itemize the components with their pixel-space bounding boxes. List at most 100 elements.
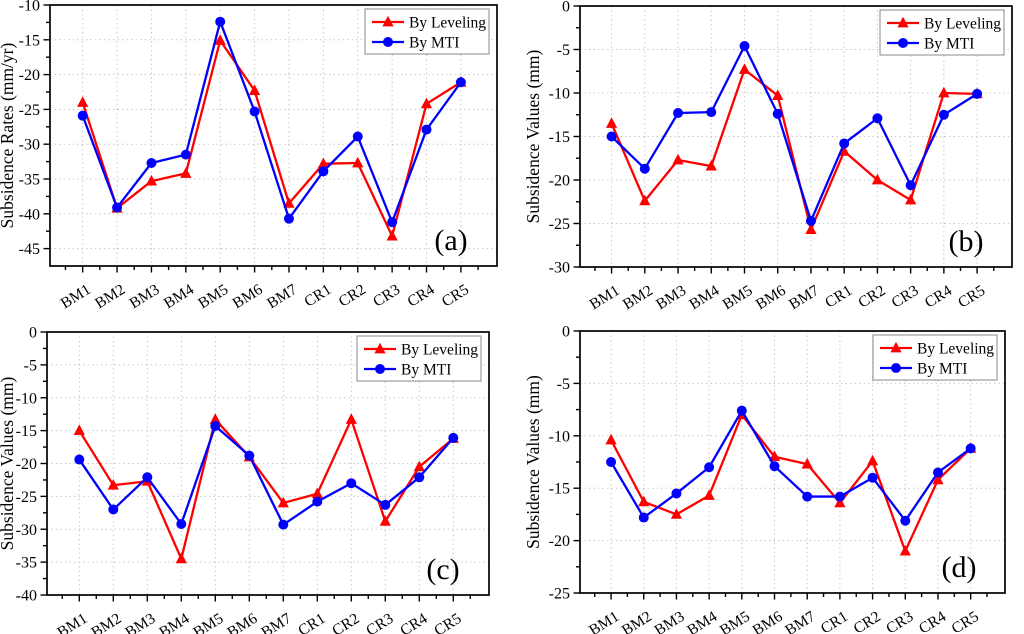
svg-text:BM5: BM5: [717, 608, 753, 634]
svg-text:-20: -20: [549, 173, 570, 190]
svg-text:-25: -25: [549, 586, 570, 603]
svg-text:BM6: BM6: [224, 610, 260, 634]
series-leveling: [77, 34, 467, 241]
svg-text:-20: -20: [549, 533, 570, 550]
svg-text:CR4: CR4: [922, 282, 955, 312]
svg-text:-10: -10: [549, 86, 570, 103]
svg-text:CR4: CR4: [405, 281, 438, 311]
svg-text:BM3: BM3: [653, 282, 689, 313]
panel-letter: (a): [434, 224, 467, 257]
series-mti: [606, 41, 983, 226]
chart-panel-c: 0 -5 -10 -15 -20 -25 -30 -35 -40 Subsidence Value…: [0, 317, 512, 634]
svg-text:By MTI: By MTI: [409, 35, 459, 52]
svg-text:-15: -15: [16, 423, 37, 440]
svg-text:-30: -30: [16, 522, 37, 539]
svg-text:-30: -30: [549, 260, 570, 277]
svg-text:CR1: CR1: [818, 608, 851, 634]
svg-text:BM2: BM2: [92, 281, 128, 312]
chart-panel-d: 0 -5 -10 -15 -20 -25 Subsidence Values (mm) BM1…: [512, 317, 1024, 634]
y-axis-title: Subsidence Rates (mm/yr): [0, 43, 17, 229]
y-tick-labels: 0 -5 -10 -15 -20 -25 -30: [549, 0, 570, 277]
y-axis-title: Subsidence Values (mm): [523, 375, 543, 549]
svg-text:CR2: CR2: [855, 282, 888, 311]
svg-text:CR1: CR1: [822, 282, 855, 311]
svg-text:CR5: CR5: [949, 608, 982, 634]
svg-text:BM4: BM4: [161, 281, 197, 312]
svg-text:BM1: BM1: [58, 281, 94, 312]
plot-frame: [46, 331, 490, 596]
plot-frame: [579, 330, 1006, 594]
svg-text:CR5: CR5: [431, 610, 464, 634]
svg-text:BM7: BM7: [786, 282, 822, 313]
svg-text:-35: -35: [16, 555, 37, 572]
svg-text:By Leveling: By Leveling: [409, 15, 486, 32]
legend: By Leveling By MTI: [879, 9, 1005, 56]
svg-text:-15: -15: [19, 32, 40, 49]
svg-text:By MTI: By MTI: [917, 361, 967, 378]
chart-panel-a: -10 -15 -20 -25 -30 -35 -40 -45 Subsidence Rates…: [0, 0, 512, 317]
svg-text:-10: -10: [549, 428, 570, 445]
svg-text:BM3: BM3: [652, 608, 688, 634]
panel-letter: (b): [949, 225, 984, 258]
svg-text:-15: -15: [549, 129, 570, 146]
chart-panel-b: 0 -5 -10 -15 -20 -25 -30 Subsidence Values (mm)…: [512, 0, 1024, 317]
svg-text:BM2: BM2: [619, 608, 655, 634]
plot-frame: [49, 4, 498, 267]
svg-text:-5: -5: [24, 357, 37, 374]
svg-text:0: 0: [29, 325, 37, 342]
chart-svg-b: 0 -5 -10 -15 -20 -25 -30 Subsidence Values (mm)…: [523, 0, 1013, 313]
svg-text:BM5: BM5: [190, 610, 226, 634]
svg-text:BM1: BM1: [586, 608, 622, 634]
svg-text:CR2: CR2: [336, 281, 369, 310]
svg-text:BM2: BM2: [620, 282, 656, 313]
legend: By Leveling By MTI: [872, 334, 998, 381]
panel-letter: (c): [426, 553, 459, 586]
gridlines: [580, 6, 1012, 267]
series-mti: [606, 405, 976, 526]
svg-text:-45: -45: [19, 241, 40, 258]
svg-text:-25: -25: [549, 216, 570, 233]
svg-text:-5: -5: [557, 42, 570, 59]
svg-text:-25: -25: [16, 489, 37, 506]
chart-svg-c: 0 -5 -10 -15 -20 -25 -30 -35 -40 Subsidence Value…: [0, 325, 490, 634]
svg-text:-30: -30: [19, 137, 40, 154]
y-axis-title: Subsidence Values (mm): [0, 376, 17, 550]
svg-text:0: 0: [562, 0, 570, 16]
svg-text:By MTI: By MTI: [401, 362, 451, 379]
svg-text:BM4: BM4: [686, 282, 722, 313]
svg-text:-15: -15: [549, 481, 570, 498]
y-tick-labels: 0 -5 -10 -15 -20 -25 -30 -35 -40: [16, 325, 37, 605]
axis-ticks: [43, 4, 479, 273]
svg-text:BM6: BM6: [230, 281, 266, 312]
svg-text:-40: -40: [19, 206, 40, 223]
svg-text:CR3: CR3: [370, 281, 403, 311]
svg-text:CR4: CR4: [397, 610, 430, 634]
svg-text:By Leveling: By Leveling: [917, 341, 994, 358]
svg-text:BM4: BM4: [156, 610, 192, 634]
svg-text:CR1: CR1: [295, 610, 328, 634]
svg-text:CR5: CR5: [439, 281, 472, 311]
svg-text:CR5: CR5: [955, 282, 988, 312]
series-mti: [74, 421, 459, 530]
svg-text:CR2: CR2: [851, 608, 884, 634]
chart-svg-d: 0 -5 -10 -15 -20 -25 Subsidence Values (mm) BM1…: [523, 324, 1006, 634]
legend: By Leveling By MTI: [356, 335, 482, 382]
svg-text:BM5: BM5: [195, 281, 231, 312]
svg-text:BM7: BM7: [258, 610, 294, 634]
svg-text:-25: -25: [19, 102, 40, 119]
y-tick-labels: 0 -5 -10 -15 -20 -25: [549, 324, 570, 603]
svg-text:0: 0: [562, 324, 570, 341]
y-axis-title: Subsidence Values (mm): [523, 49, 543, 223]
svg-text:BM7: BM7: [782, 608, 818, 634]
svg-text:BM1: BM1: [587, 282, 623, 313]
svg-text:BM5: BM5: [720, 282, 756, 313]
svg-text:BM1: BM1: [54, 610, 90, 634]
plot-frame: [579, 5, 1013, 268]
svg-text:CR1: CR1: [301, 281, 334, 310]
panel-letter: (d): [942, 551, 977, 584]
